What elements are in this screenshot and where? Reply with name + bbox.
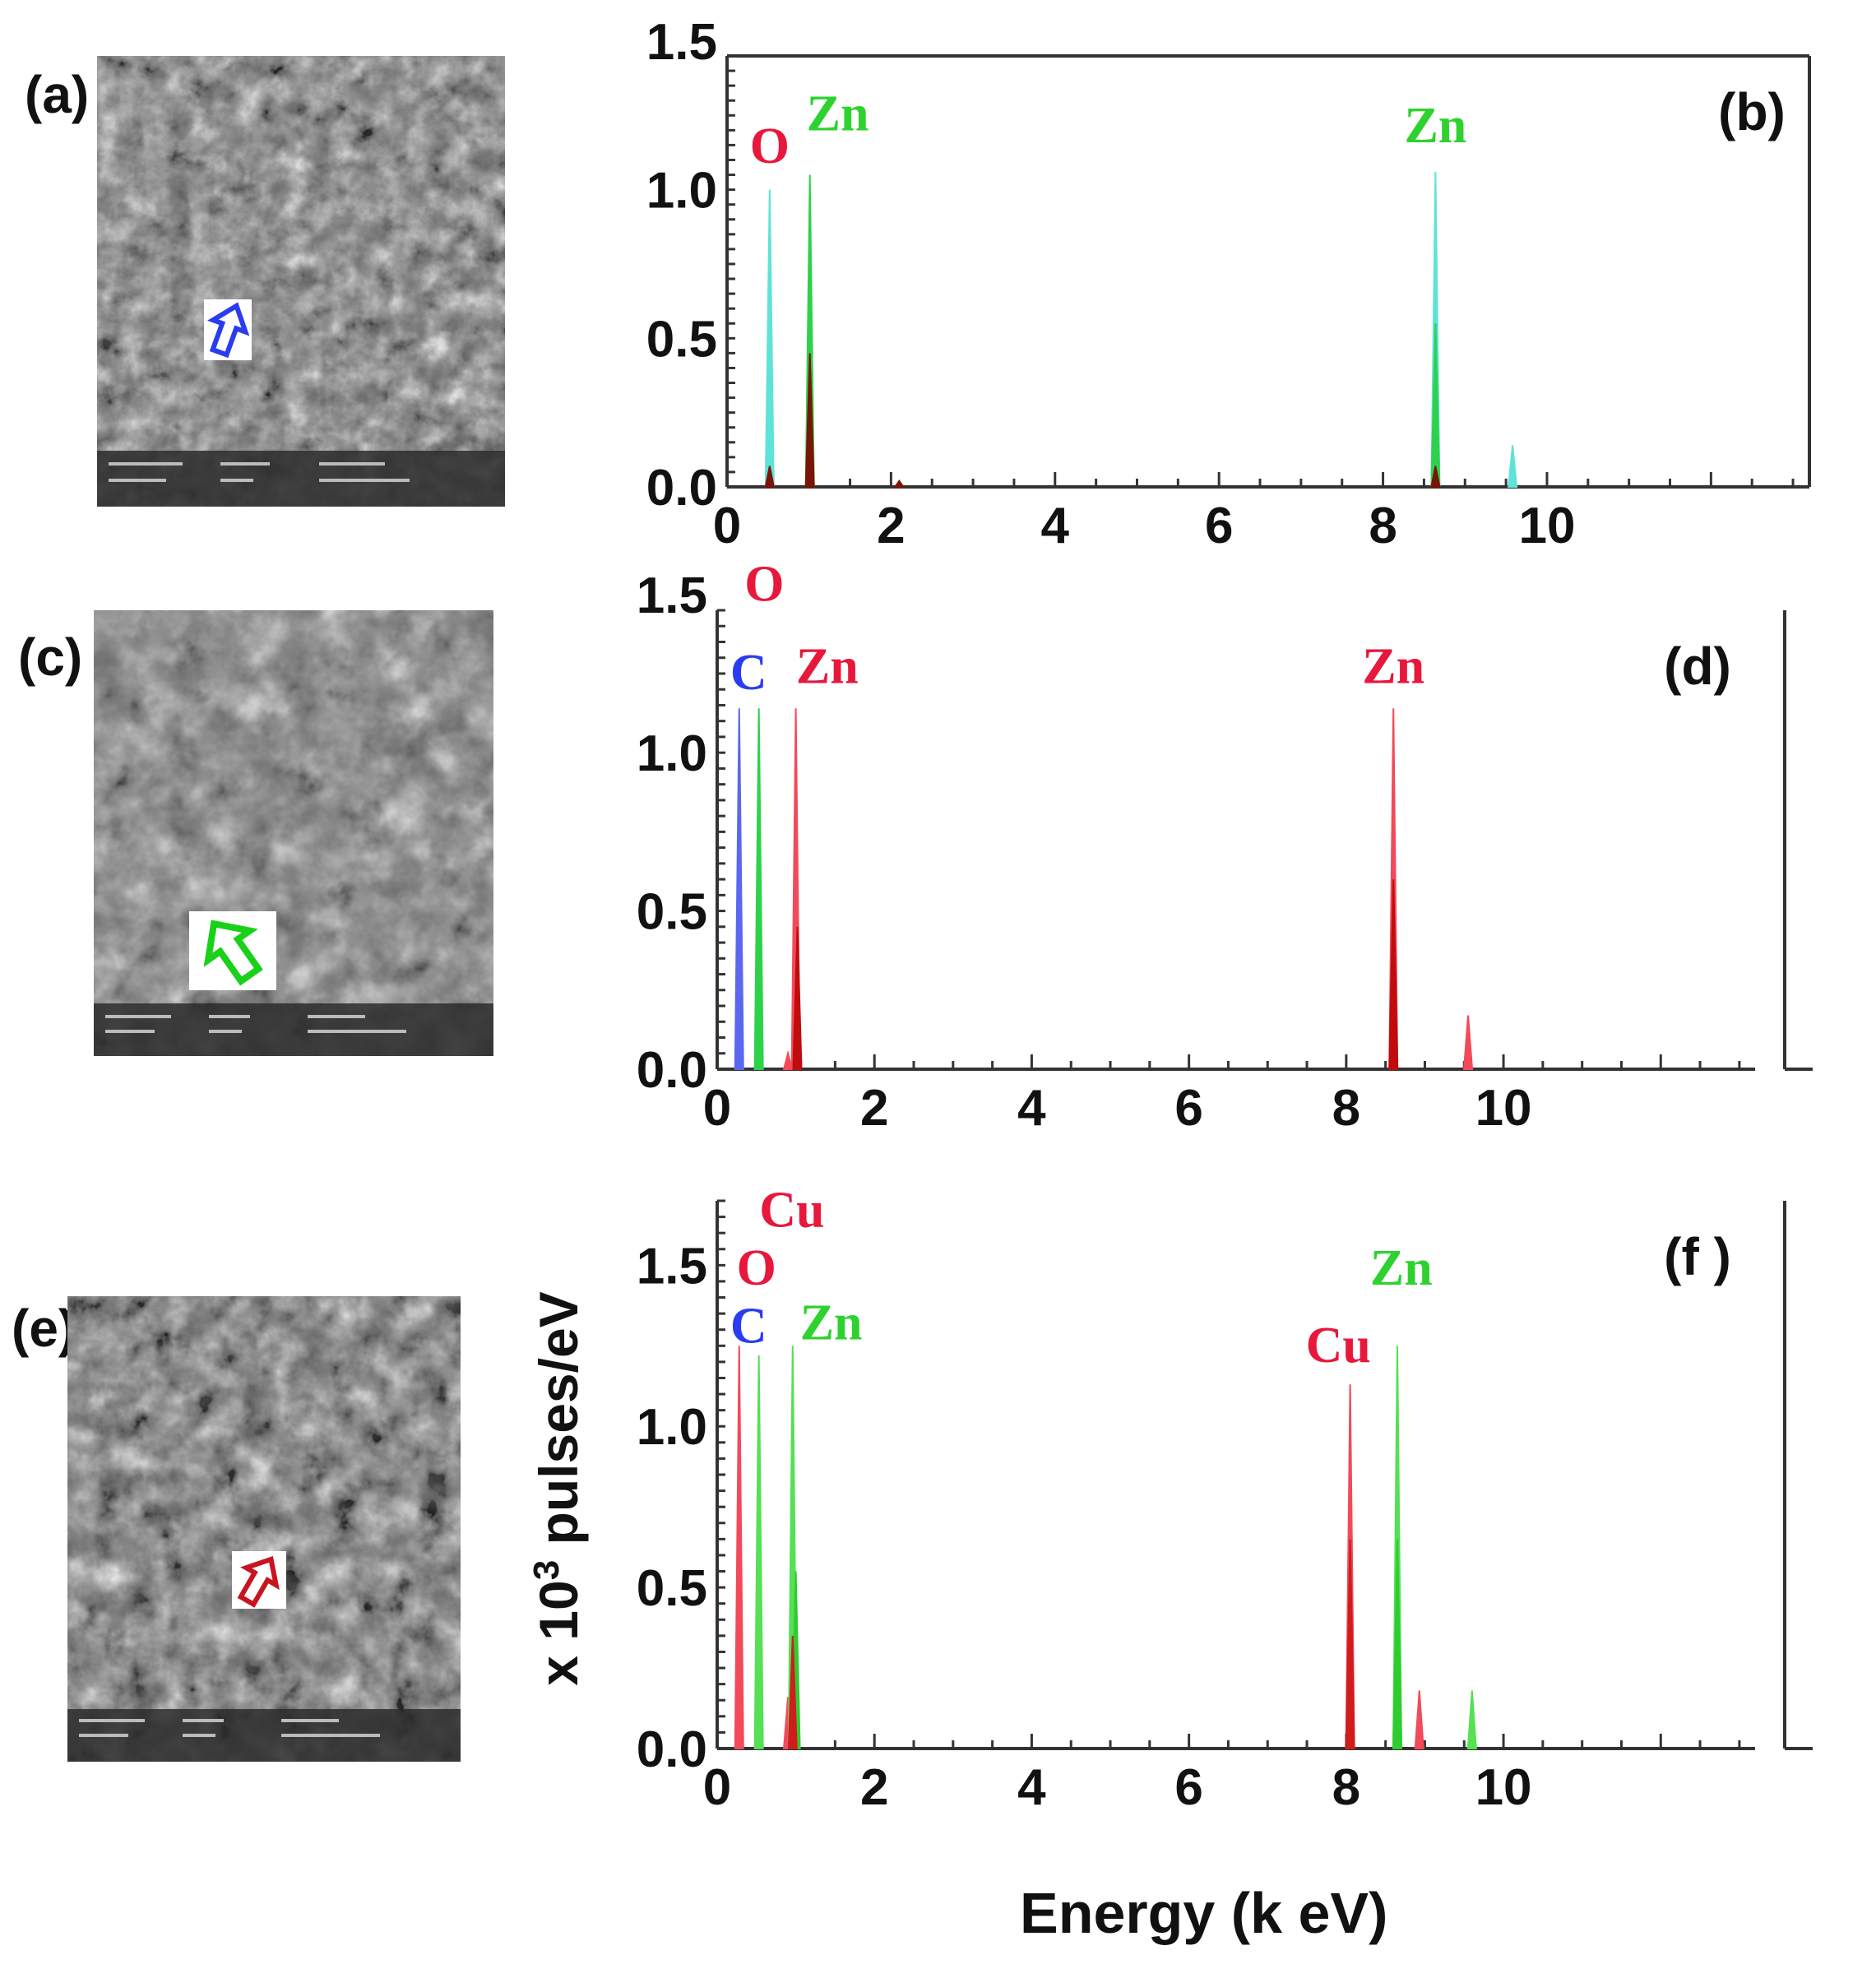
- x-tick-label: 2: [860, 1080, 888, 1137]
- y-tick-label: 1.5: [637, 567, 707, 624]
- hollow-arrow-icon: [203, 920, 263, 986]
- arrow-marker-c: [189, 911, 276, 990]
- spectrum-peak-series-2: [804, 353, 815, 488]
- x-tick-label: 8: [1332, 1759, 1360, 1816]
- y-axis-title-exponent: 3: [526, 1559, 567, 1581]
- panel-label-e: (e): [12, 1299, 76, 1358]
- spectrum-peak-series-0: [734, 1346, 744, 1749]
- x-tick-label: 4: [1041, 498, 1070, 554]
- x-tick-label: 6: [1205, 498, 1233, 554]
- arrow-marker-a: [204, 299, 252, 360]
- y-tick-label: 0.5: [637, 1560, 707, 1617]
- x-tick-label: 10: [1475, 1759, 1532, 1816]
- x-tick-label: 2: [877, 498, 905, 554]
- element-label: Zn: [1362, 639, 1424, 695]
- element-label: O: [750, 118, 790, 174]
- y-tick-label: 1.5: [637, 1238, 707, 1295]
- spectrum-peak-series-0: [734, 708, 744, 1070]
- element-label: O: [737, 1240, 776, 1296]
- element-label: Zn: [1370, 1240, 1433, 1296]
- y-tick-label: 1.0: [637, 725, 707, 782]
- element-label: O: [744, 556, 784, 612]
- element-label: Cu: [759, 1182, 824, 1238]
- element-label: C: [730, 1298, 767, 1354]
- y-tick-label: 1.0: [646, 163, 717, 220]
- sem-image-a: [97, 56, 505, 507]
- spectrum-peak-series-3: [792, 926, 803, 1070]
- spectrum-peak-series-3: [787, 1635, 798, 1749]
- element-label: C: [730, 645, 767, 701]
- y-tick-label: 0.0: [637, 1721, 707, 1778]
- panel-label: (b): [1718, 82, 1786, 141]
- element-label: Zn: [800, 1295, 863, 1350]
- x-tick-label: 0: [703, 1759, 731, 1816]
- y-tick-label: 0.5: [637, 884, 707, 941]
- sem-image-e: [67, 1296, 461, 1762]
- x-tick-label: 0: [713, 498, 741, 554]
- x-tick-label: 4: [1017, 1080, 1046, 1137]
- spectrum-peak-series-3: [1345, 1539, 1355, 1749]
- element-label: Cu: [1306, 1318, 1371, 1373]
- x-tick-label: 10: [1475, 1080, 1532, 1137]
- spectrum-peak-series-2: [1462, 1015, 1474, 1070]
- arrow-marker-e: [232, 1551, 286, 1609]
- x-tick-label: 10: [1518, 498, 1575, 554]
- element-label: Zn: [796, 639, 859, 695]
- x-tick-label: 8: [1369, 498, 1397, 554]
- y-axis-title-main: x 10: [528, 1580, 589, 1686]
- x-tick-label: 2: [860, 1759, 888, 1816]
- x-tick-label: 0: [703, 1080, 731, 1137]
- spectrum-peak-series-1: [1466, 1690, 1477, 1749]
- spectrum-peak-series-1: [753, 1355, 764, 1749]
- y-tick-label: 1.5: [646, 14, 717, 71]
- panel-label-c: (c): [18, 628, 83, 687]
- x-tick-label: 4: [1017, 1759, 1046, 1816]
- y-axis-title: x 103 pulses/eV: [526, 1234, 592, 1744]
- spectrum-peak-series-2: [893, 479, 906, 488]
- sem-image-c: [94, 610, 493, 1056]
- x-axis-title: Energy (k eV): [1020, 1881, 1388, 1945]
- hollow-arrow-icon: [207, 302, 250, 359]
- spectrum-peak-series-0: [1507, 445, 1518, 488]
- hollow-arrow-icon: [237, 1555, 280, 1608]
- y-tick-label: 0.0: [646, 460, 717, 517]
- spectrum-peak-series-3: [1387, 1049, 1399, 1070]
- element-label: Zn: [1404, 98, 1466, 154]
- y-tick-label: 0.5: [646, 311, 717, 368]
- spectrum-peak-series-2: [764, 466, 776, 488]
- panel-label-a: (a): [25, 65, 90, 124]
- element-label: Zn: [807, 86, 869, 141]
- x-tick-label: 6: [1174, 1759, 1202, 1816]
- panel-label: (f ): [1664, 1227, 1731, 1286]
- spectrum-peak-series-2: [1392, 1539, 1403, 1749]
- panel-label: (d): [1664, 637, 1731, 696]
- y-tick-label: 0.0: [637, 1042, 707, 1099]
- spectrum-peak-series-0: [1414, 1690, 1424, 1749]
- spectrum-peak-series-1: [753, 708, 764, 1070]
- y-tick-label: 1.0: [637, 1399, 707, 1456]
- spectrum-peak-series-2: [782, 1049, 794, 1070]
- x-tick-label: 8: [1332, 1080, 1360, 1137]
- spectrum-peak-series-2: [1430, 466, 1441, 488]
- x-tick-label: 6: [1174, 1080, 1202, 1137]
- y-axis-title-unit: pulses/eV: [528, 1291, 589, 1560]
